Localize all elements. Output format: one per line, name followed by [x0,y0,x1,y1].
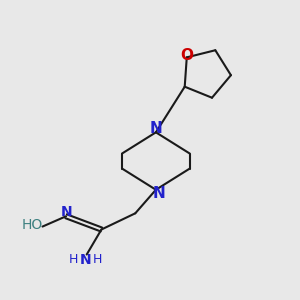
Text: N: N [152,186,165,201]
Text: N: N [149,121,162,136]
Text: N: N [80,253,91,267]
Text: O: O [180,48,193,63]
Text: N: N [60,205,72,219]
Text: H: H [92,253,102,266]
Text: H: H [69,253,78,266]
Text: HO: HO [22,218,43,232]
